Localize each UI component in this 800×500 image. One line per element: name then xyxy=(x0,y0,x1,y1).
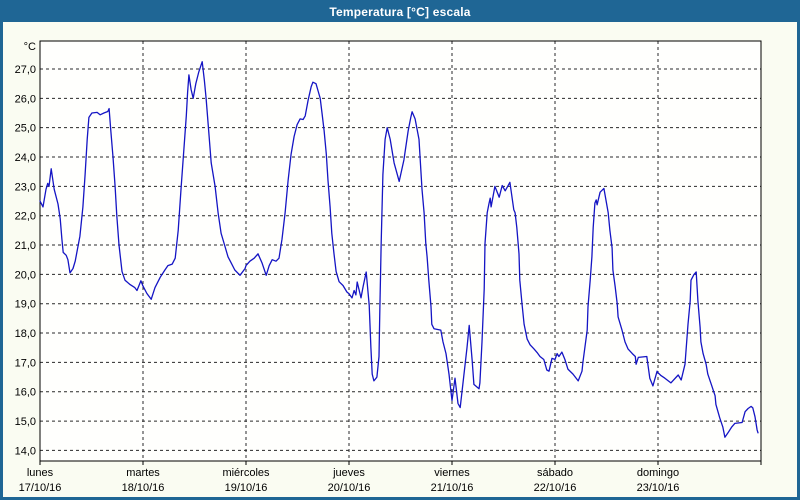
x-date-label: 22/10/16 xyxy=(534,482,577,494)
y-axis-labels: 27,0 26,0 25,0 24,0 23,0 22,0 21,0 20,0 19,0 18,0… xyxy=(15,64,36,457)
x-date-label: 18/10/16 xyxy=(122,482,165,494)
temperature-series-line xyxy=(39,61,759,438)
y-tick-label: 22,0 xyxy=(15,211,36,223)
y-tick-label: 18,0 xyxy=(15,328,36,340)
y-tick-label: 14,0 xyxy=(15,445,36,457)
horizontal-gridlines xyxy=(40,68,761,451)
y-tick-label: 15,0 xyxy=(15,416,36,428)
y-tick-label: 17,0 xyxy=(15,357,36,369)
y-tick-label: 16,0 xyxy=(15,387,36,399)
y-tick-label: 23,0 xyxy=(15,181,36,193)
x-date-label: 23/10/16 xyxy=(637,482,680,494)
x-day-label: martes xyxy=(126,467,160,479)
x-day-label: domingo xyxy=(637,467,679,479)
y-axis-unit-label: °C xyxy=(24,41,36,53)
y-tick-label: 26,0 xyxy=(15,93,36,105)
x-date-label: 21/10/16 xyxy=(431,482,474,494)
y-tick-label: 27,0 xyxy=(15,64,36,76)
x-date-label: 19/10/16 xyxy=(225,482,268,494)
x-day-label: lunes xyxy=(27,467,54,479)
x-day-label: viernes xyxy=(434,467,470,479)
y-tick-label: 21,0 xyxy=(15,240,36,252)
x-day-label: jueves xyxy=(332,467,365,479)
y-tick-label: 25,0 xyxy=(15,123,36,135)
chart-area: 27,0 26,0 25,0 24,0 23,0 22,0 21,0 20,0 19,0 18,0… xyxy=(3,22,797,497)
x-date-label: 17/10/16 xyxy=(19,482,62,494)
x-day-label: sábado xyxy=(537,467,573,479)
y-tick-label: 24,0 xyxy=(15,152,36,164)
x-date-label: 20/10/16 xyxy=(328,482,371,494)
x-day-label: miércoles xyxy=(222,467,270,479)
temperature-chart: 27,0 26,0 25,0 24,0 23,0 22,0 21,0 20,0 19,0 18,0… xyxy=(15,40,762,494)
x-axis-ticks xyxy=(39,461,762,465)
window-titlebar: Temperatura [°C] escala xyxy=(3,3,797,22)
plot-background xyxy=(40,41,761,461)
plot-border xyxy=(39,40,762,462)
window-title: Temperatura [°C] escala xyxy=(329,5,471,19)
y-tick-label: 20,0 xyxy=(15,269,36,281)
x-axis-labels: lunes 17/10/16 martes 18/10/16 miércoles 19/1… xyxy=(19,467,680,494)
vertical-gridlines xyxy=(142,41,659,461)
y-tick-label: 19,0 xyxy=(15,299,36,311)
